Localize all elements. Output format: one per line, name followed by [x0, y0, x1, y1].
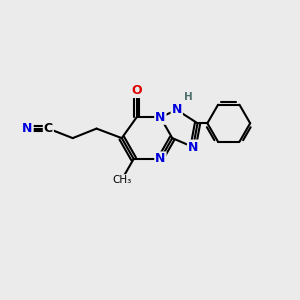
Text: N: N: [188, 140, 198, 154]
Text: N: N: [22, 122, 33, 135]
Text: N: N: [155, 152, 166, 165]
Text: N: N: [155, 111, 166, 124]
Text: O: O: [131, 84, 142, 97]
Text: H: H: [184, 92, 192, 102]
Text: N: N: [172, 103, 182, 116]
Text: C: C: [44, 122, 53, 135]
Text: CH₃: CH₃: [112, 175, 131, 185]
